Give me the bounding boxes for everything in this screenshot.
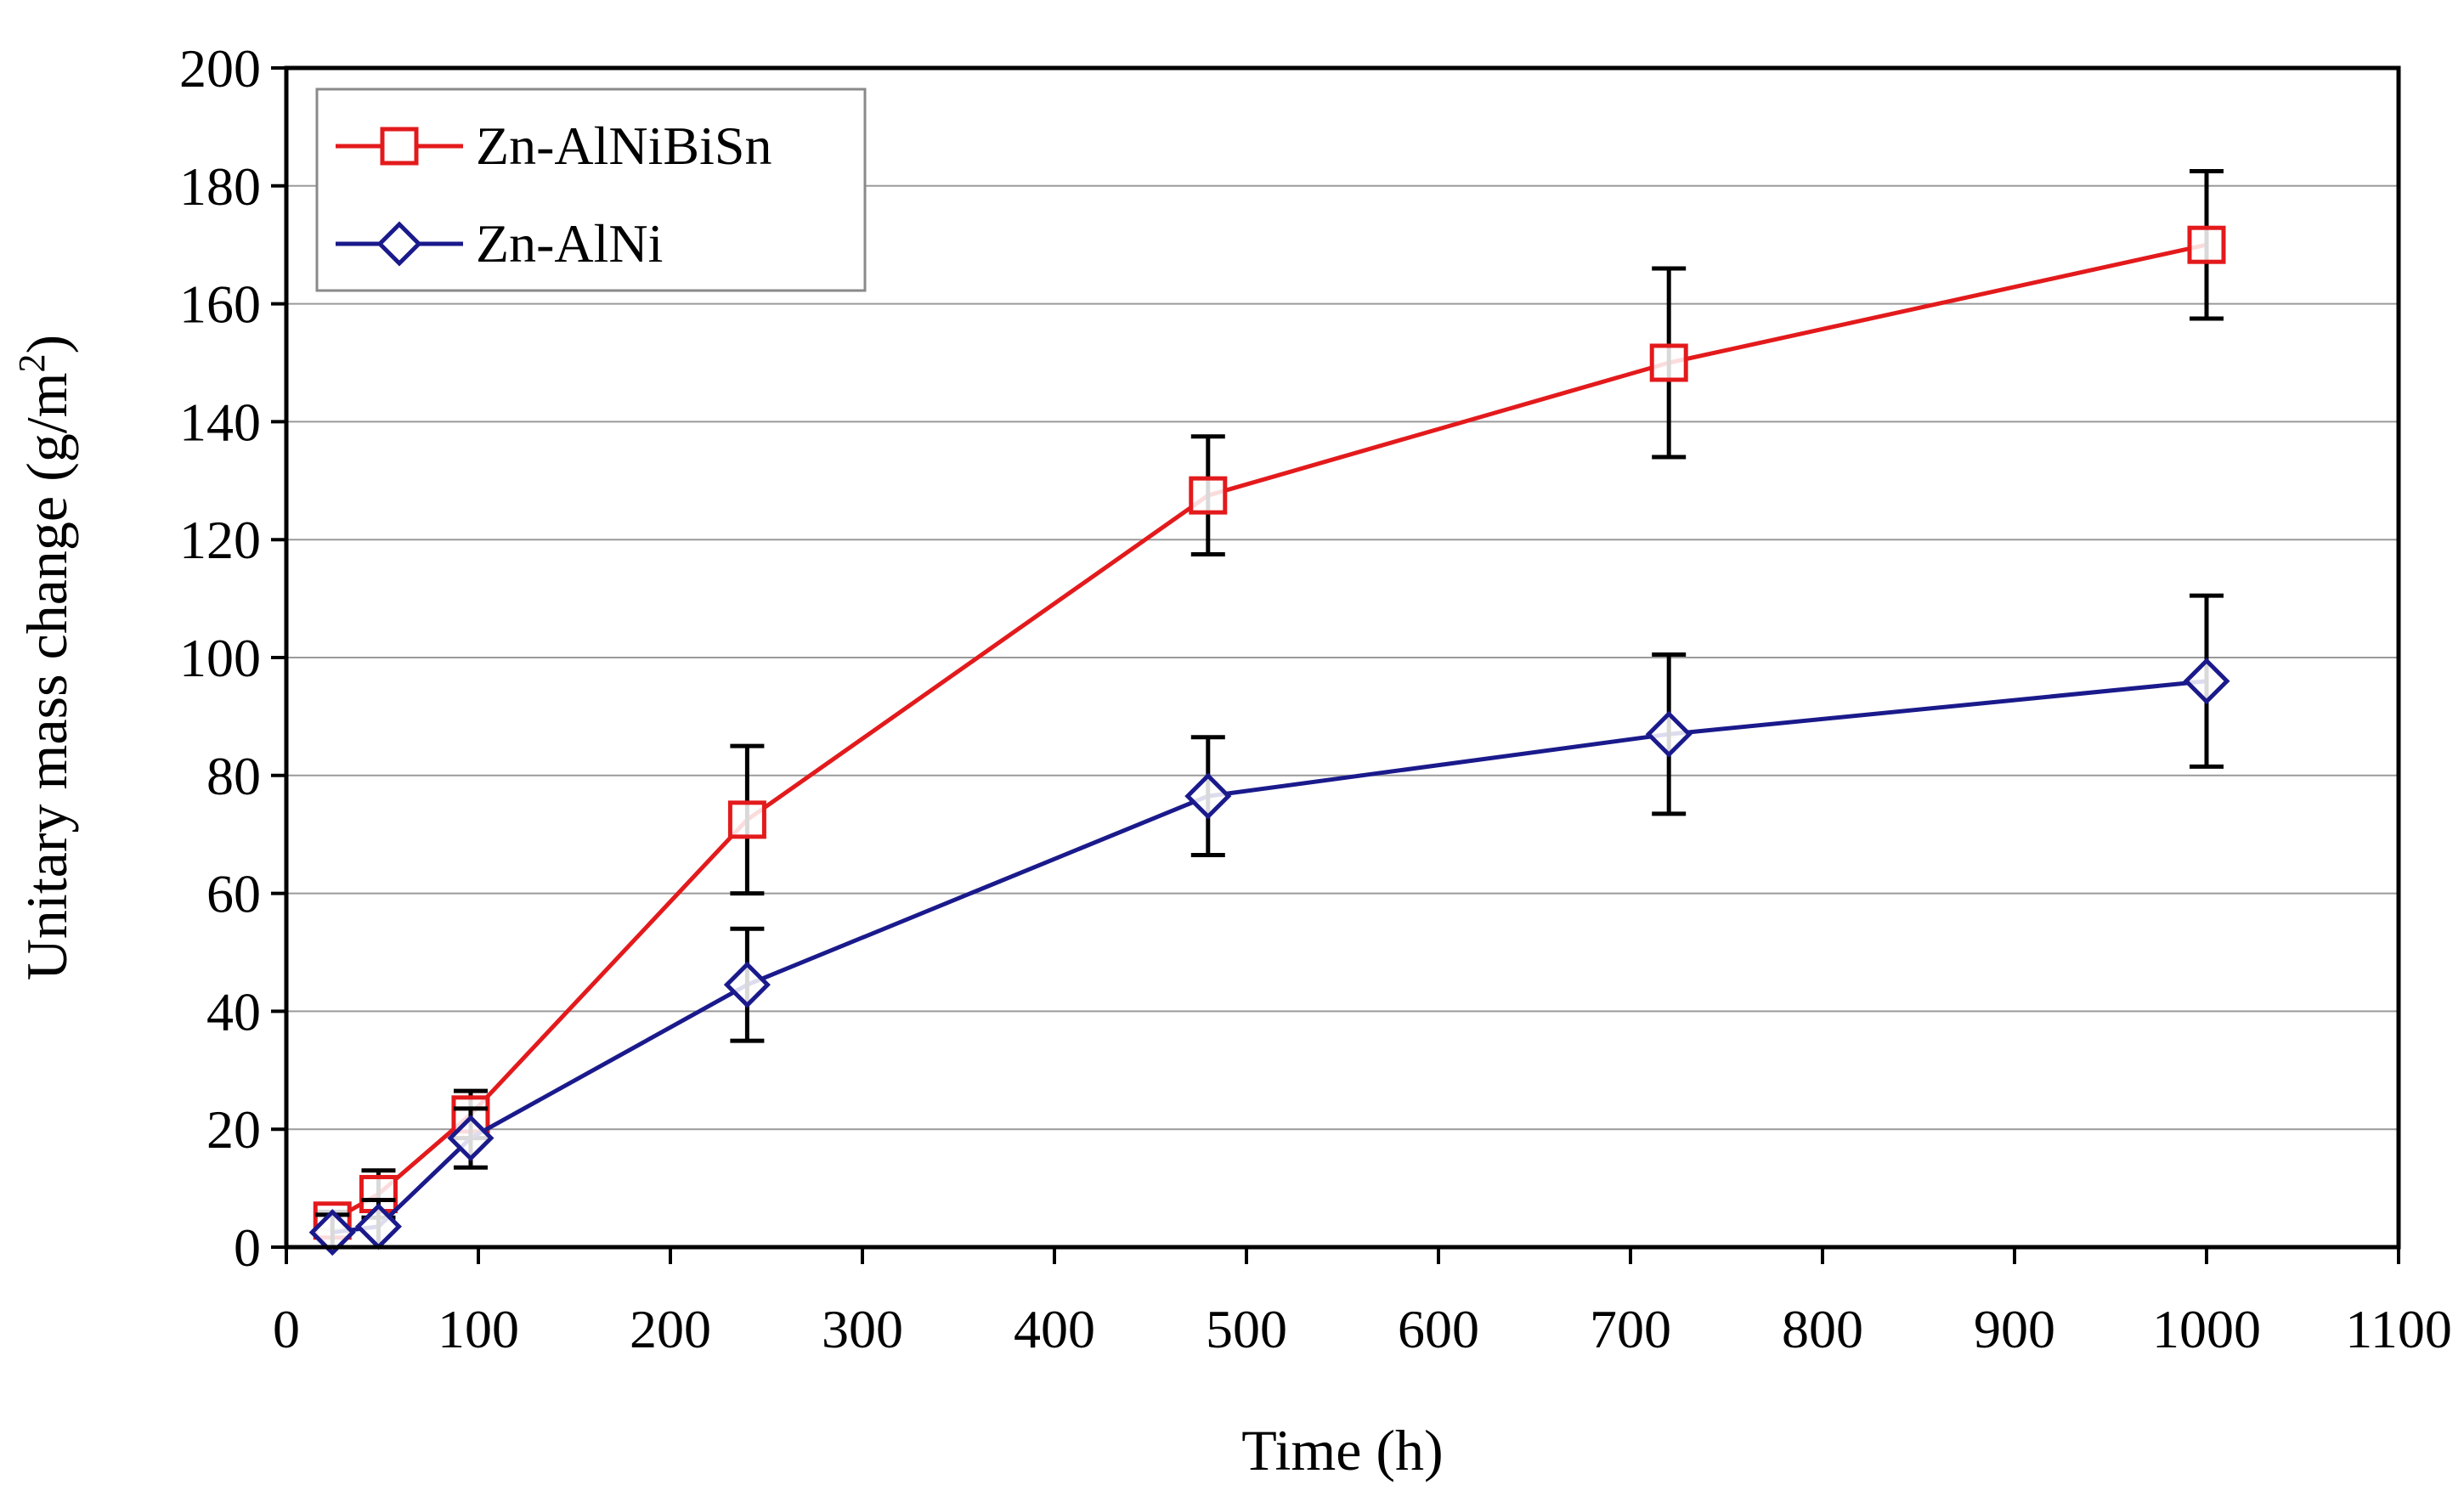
y-axis-label-main: Unitary mass change (g/m [14,372,79,980]
legend-marker-zn-alnibisn [380,127,419,166]
data-point-zn-alnibisn-720 [1649,343,1688,382]
x-tick-label-600: 600 [1398,1299,1479,1359]
data-point-zn-alni-1000 [2183,658,2230,705]
x-tick-label-500: 500 [1206,1299,1287,1359]
data-point-zn-alnibisn-240 [727,800,766,839]
data-point-zn-alnibisn-480 [1189,476,1228,515]
y-tick-label-180: 180 [179,156,261,217]
x-tick-label-800: 800 [1782,1299,1863,1359]
data-point-zn-alni-96 [447,1115,494,1162]
y-tick-label-140: 140 [179,392,261,452]
legend: Zn-AlNiBiSn Zn-AlNi [315,88,867,292]
x-tick-label-200: 200 [630,1299,711,1359]
x-tick-label-400: 400 [1014,1299,1095,1359]
x-axis-label: Time (h) [1241,1418,1443,1482]
series-layer [308,168,2230,1256]
x-tick-label-300: 300 [822,1299,903,1359]
legend-label-zn-alni: Zn-AlNi [476,213,663,274]
y-tick-label-200: 200 [179,38,261,99]
x-tick-label-0: 0 [273,1299,300,1359]
data-point-zn-alnibisn-1000 [2187,225,2226,264]
data-point-zn-alni-24 [308,1209,356,1256]
y-tick-label-0: 0 [234,1217,261,1278]
x-tick-label-1100: 1100 [2345,1299,2452,1359]
y-tick-label-80: 80 [206,746,261,806]
axis-ticks [271,66,2400,1264]
y-tick-label-40: 40 [206,981,261,1042]
x-tick-label-1000: 1000 [2152,1299,2261,1359]
legend-label-zn-alnibisn: Zn-AlNiBiSn [476,116,771,176]
y-tick-label-120: 120 [179,510,261,570]
data-point-zn-alni-480 [1184,772,1232,820]
y-axis-label-suffix: ) [14,335,79,354]
x-tick-label-900: 900 [1974,1299,2055,1359]
legend-marker-zn-alni [376,221,422,267]
y-tick-label-100: 100 [179,628,261,688]
tick-labels: 0 20 40 60 80 100 120 140 160 180 200 0 100 200 300 400… [179,38,2452,1359]
y-tick-label-60: 60 [206,864,261,924]
y-axis-label-superscript: 2 [11,353,53,372]
x-tick-label-700: 700 [1590,1299,1671,1359]
y-tick-label-20: 20 [206,1099,261,1160]
y-axis-label: Unitary mass change (g/m2) [11,335,79,980]
data-point-zn-alni-720 [1645,710,1693,758]
y-tick-label-160: 160 [179,274,261,335]
data-point-zn-alni-240 [723,961,771,1008]
x-tick-label-100: 100 [438,1299,519,1359]
